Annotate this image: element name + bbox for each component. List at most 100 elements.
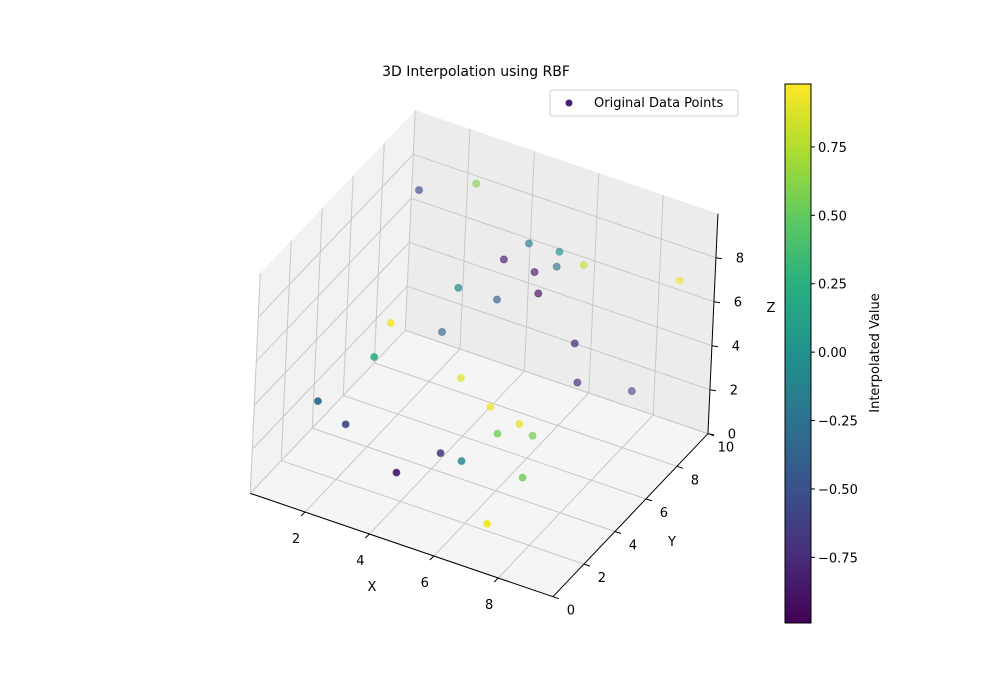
legend-label: Original Data Points (594, 96, 723, 111)
chart-title: 3D Interpolation using RBF (382, 64, 570, 80)
data-point (414, 185, 424, 195)
data-point (456, 373, 465, 383)
z-gridline (413, 153, 717, 259)
colorbar-label: Interpolated Value (868, 293, 883, 412)
x-tick (429, 555, 435, 561)
data-point (483, 519, 492, 528)
z-tick-label: 8 (736, 252, 744, 267)
z-tick (707, 433, 715, 436)
data-point (437, 327, 447, 337)
data-point (392, 468, 401, 477)
z-tick (715, 257, 723, 260)
data-point (675, 276, 684, 285)
y-tick-label: 6 (660, 506, 668, 521)
axis-lines (250, 213, 723, 600)
data-point (472, 179, 481, 188)
colorbar-tick-label: 0.00 (818, 346, 847, 361)
y-gridline (404, 110, 416, 331)
y-tick-label: 10 (718, 441, 735, 456)
data-point (370, 352, 379, 362)
z-axis-line (707, 213, 719, 434)
x-tick (365, 533, 370, 539)
y-axis-label: Y (667, 535, 676, 550)
x-gridline (523, 150, 535, 372)
data-points (313, 179, 684, 528)
left-pane (250, 110, 416, 494)
colorbar-tick-label: 0.75 (818, 141, 847, 156)
legend-box (549, 89, 739, 117)
z-gridline (405, 329, 709, 435)
z-gridline (253, 241, 410, 406)
data-point (534, 289, 543, 298)
x-tick-label: 6 (421, 576, 429, 591)
colorbar-tick-label: 0.25 (818, 278, 847, 293)
data-point (486, 402, 495, 411)
x-tick-label: 4 (356, 554, 364, 569)
x-tick (300, 511, 306, 517)
y-tick-label: 8 (691, 473, 699, 488)
y-tick (552, 596, 560, 600)
y-gridline (342, 175, 354, 396)
y-tick-label: 4 (629, 539, 637, 554)
z-tick-label: 4 (732, 340, 740, 355)
data-point (579, 261, 588, 270)
z-gridline (255, 197, 412, 362)
z-gridline (251, 285, 408, 450)
y-tick (676, 465, 684, 469)
data-point (552, 262, 561, 271)
back-pane (405, 110, 718, 434)
data-point (436, 449, 445, 458)
x-gridline (588, 172, 600, 394)
x-tick (493, 577, 499, 583)
data-point (570, 339, 579, 348)
data-point (341, 420, 350, 429)
legend-marker (565, 99, 573, 107)
data-point (313, 397, 323, 406)
z-gridline (249, 329, 406, 494)
x-gridline (652, 194, 664, 416)
x-gridline (459, 128, 471, 350)
colorbar-tick-label: −0.25 (818, 415, 858, 430)
y-gridline (249, 273, 261, 494)
y-gridline (280, 240, 292, 461)
y-gridline (373, 142, 385, 363)
data-point (524, 239, 534, 248)
z-tick (711, 345, 719, 348)
y-tick-label: 2 (598, 571, 606, 586)
z-tick (709, 389, 717, 392)
z-gridline (409, 241, 713, 347)
y-tick (583, 563, 591, 567)
data-point (493, 429, 502, 438)
y-tick (645, 498, 653, 502)
x-axis-line (250, 492, 554, 598)
data-point (530, 267, 539, 277)
data-point (515, 419, 524, 429)
z-axis-label: Z (767, 301, 776, 316)
z-tick-label: 6 (734, 296, 742, 311)
y-tick-label: 0 (567, 604, 575, 619)
x-tick-label: 8 (485, 598, 493, 613)
data-point (454, 283, 463, 292)
y-gridline (311, 208, 323, 429)
y-gridline (281, 460, 585, 565)
data-point (386, 318, 395, 328)
legend: Original Data Points (549, 89, 739, 117)
x-gridline (369, 370, 525, 535)
y-gridline (343, 395, 647, 500)
data-point (492, 295, 502, 304)
colorbar-tick-label: 0.50 (818, 209, 847, 224)
floor-pane (250, 330, 708, 597)
y-tick (614, 531, 622, 534)
x-gridline (497, 414, 654, 579)
data-point (627, 386, 636, 396)
z-gridline (407, 285, 711, 391)
data-point (457, 456, 466, 466)
z-tick-label: 0 (728, 428, 736, 443)
y-gridline (312, 427, 616, 532)
z-tick-label: 2 (730, 384, 738, 399)
data-point (555, 247, 564, 256)
x-gridline (433, 392, 590, 557)
x-axis-label: X (368, 580, 377, 595)
